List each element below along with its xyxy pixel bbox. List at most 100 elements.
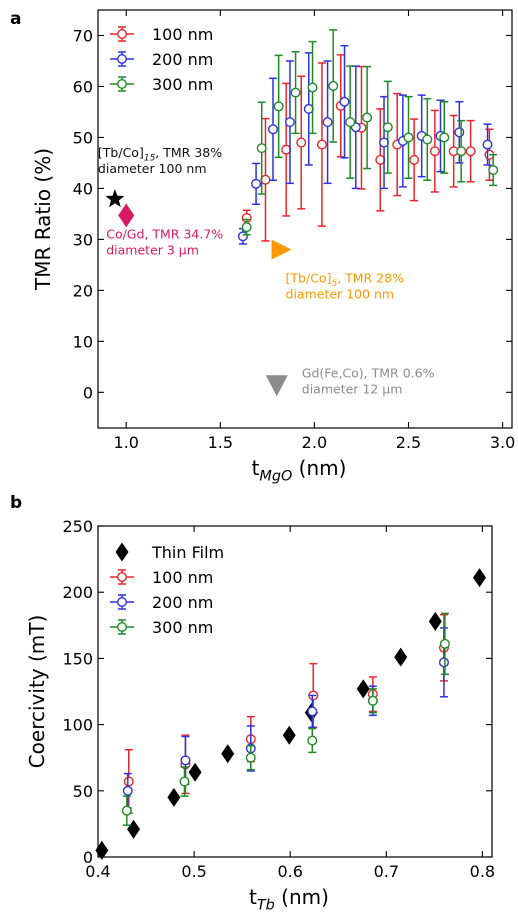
data-point bbox=[367, 695, 378, 706]
data-point bbox=[339, 96, 350, 107]
reference-label-line2: diameter 3 µm bbox=[106, 242, 199, 257]
legend-label: 200 nm bbox=[152, 50, 213, 69]
data-point bbox=[260, 174, 271, 185]
data-point bbox=[429, 146, 440, 157]
legend-label: Thin Film bbox=[151, 543, 224, 562]
data-point bbox=[422, 134, 433, 145]
data-point bbox=[362, 112, 373, 123]
data-point bbox=[245, 752, 256, 763]
data-point bbox=[237, 231, 248, 242]
x-tick-label: 0.7 bbox=[374, 862, 399, 881]
y-tick-label: 10 bbox=[73, 332, 93, 351]
data-point bbox=[382, 122, 393, 133]
x-tick-label: 0.5 bbox=[181, 862, 206, 881]
y-tick-label: 60 bbox=[73, 77, 93, 96]
data-point bbox=[375, 154, 386, 165]
reference-marker bbox=[118, 203, 135, 228]
data-point bbox=[307, 735, 318, 746]
legend-marker bbox=[116, 29, 127, 40]
panel-label: b bbox=[10, 493, 22, 513]
data-point bbox=[473, 568, 487, 588]
x-axis-label: tMgO (nm) bbox=[252, 456, 347, 485]
y-axis-label: Coercivity (mT) bbox=[25, 615, 49, 769]
legend: Thin Film 100 nm 200 nm 300 nm bbox=[110, 542, 224, 637]
y-tick-label: 20 bbox=[73, 281, 93, 300]
data-point bbox=[127, 819, 141, 839]
data-point bbox=[303, 103, 314, 114]
series-100-nm bbox=[241, 54, 495, 242]
data-point bbox=[322, 117, 333, 128]
legend-label: 100 nm bbox=[152, 25, 213, 44]
x-axis-label: tTb (nm) bbox=[249, 885, 329, 914]
data-point bbox=[281, 144, 292, 155]
y-tick-label: 250 bbox=[62, 517, 93, 536]
data-point bbox=[167, 787, 181, 807]
reference-marker bbox=[105, 189, 125, 208]
data-point bbox=[409, 154, 420, 165]
y-tick-label: 70 bbox=[73, 26, 93, 45]
data-point bbox=[122, 785, 133, 796]
data-point bbox=[482, 139, 493, 150]
y-tick-label: 40 bbox=[73, 179, 93, 198]
y-tick-label: 0 bbox=[83, 383, 93, 402]
legend-marker bbox=[116, 622, 127, 633]
reference-label: [Tb/Co]15, TMR 38% bbox=[98, 145, 222, 164]
y-tick-label: 50 bbox=[73, 128, 93, 147]
x-tick-label: 3.0 bbox=[490, 433, 515, 452]
x-tick-label: 0.6 bbox=[277, 862, 302, 881]
reference-label: [Tb/Co]5, TMR 28% bbox=[286, 271, 405, 290]
legend-label: 300 nm bbox=[152, 618, 213, 637]
y-tick-label: 0 bbox=[83, 848, 93, 867]
legend-marker bbox=[116, 597, 127, 608]
data-point bbox=[290, 87, 301, 98]
y-tick-label: 200 bbox=[62, 583, 93, 602]
x-tick-label: 2.0 bbox=[302, 433, 327, 452]
data-point bbox=[316, 139, 327, 150]
reference-label-line2: diameter 100 nm bbox=[98, 161, 207, 176]
data-point bbox=[394, 647, 408, 667]
y-axis-label: TMR Ratio (%) bbox=[31, 148, 55, 291]
data-point bbox=[379, 137, 390, 148]
data-point bbox=[439, 132, 450, 143]
chart-panel-a: a 1.0 1.5 2.0 2.5 3.0 0 10 20 30 40 50 60 70 tMgO (nm)… bbox=[10, 9, 515, 485]
reference-label-line2: diameter 12 µm bbox=[302, 381, 403, 396]
data-point bbox=[180, 755, 191, 766]
reference-marker bbox=[271, 239, 292, 260]
plot-frame bbox=[97, 9, 513, 429]
data-point bbox=[454, 127, 465, 138]
panel-label: a bbox=[10, 9, 21, 29]
data-point bbox=[241, 222, 252, 233]
y-tick-label: 100 bbox=[62, 716, 93, 735]
data-point bbox=[121, 805, 132, 816]
data-point bbox=[465, 146, 476, 157]
reference-label: Co/Gd, TMR 34.7% bbox=[106, 226, 223, 241]
legend: 100 nm 200 nm 300 nm bbox=[110, 25, 213, 94]
legend-marker bbox=[116, 78, 127, 89]
data-point bbox=[251, 178, 262, 189]
reference-label: Gd(Fe,Co), TMR 0.6% bbox=[302, 365, 435, 380]
data-point bbox=[188, 762, 202, 782]
data-point bbox=[438, 657, 449, 668]
legend-label: 300 nm bbox=[152, 75, 213, 94]
data-point bbox=[282, 725, 296, 745]
data-point bbox=[356, 679, 370, 699]
data-point bbox=[256, 143, 267, 154]
data-point bbox=[439, 638, 450, 649]
data-point bbox=[179, 776, 190, 787]
y-tick-label: 30 bbox=[73, 230, 93, 249]
x-tick-label: 1.0 bbox=[114, 433, 139, 452]
y-tick-label: 50 bbox=[73, 782, 93, 801]
x-tick-label: 0.8 bbox=[470, 862, 495, 881]
data-point bbox=[345, 117, 356, 128]
data-point bbox=[428, 611, 442, 631]
data-point bbox=[456, 146, 467, 157]
data-point bbox=[307, 82, 318, 93]
data-point bbox=[268, 124, 279, 135]
data-point bbox=[307, 706, 318, 717]
legend-marker bbox=[115, 542, 129, 562]
data-point bbox=[328, 80, 339, 91]
legend-marker bbox=[116, 54, 127, 65]
data-point bbox=[403, 132, 414, 143]
y-tick-label: 150 bbox=[62, 649, 93, 668]
